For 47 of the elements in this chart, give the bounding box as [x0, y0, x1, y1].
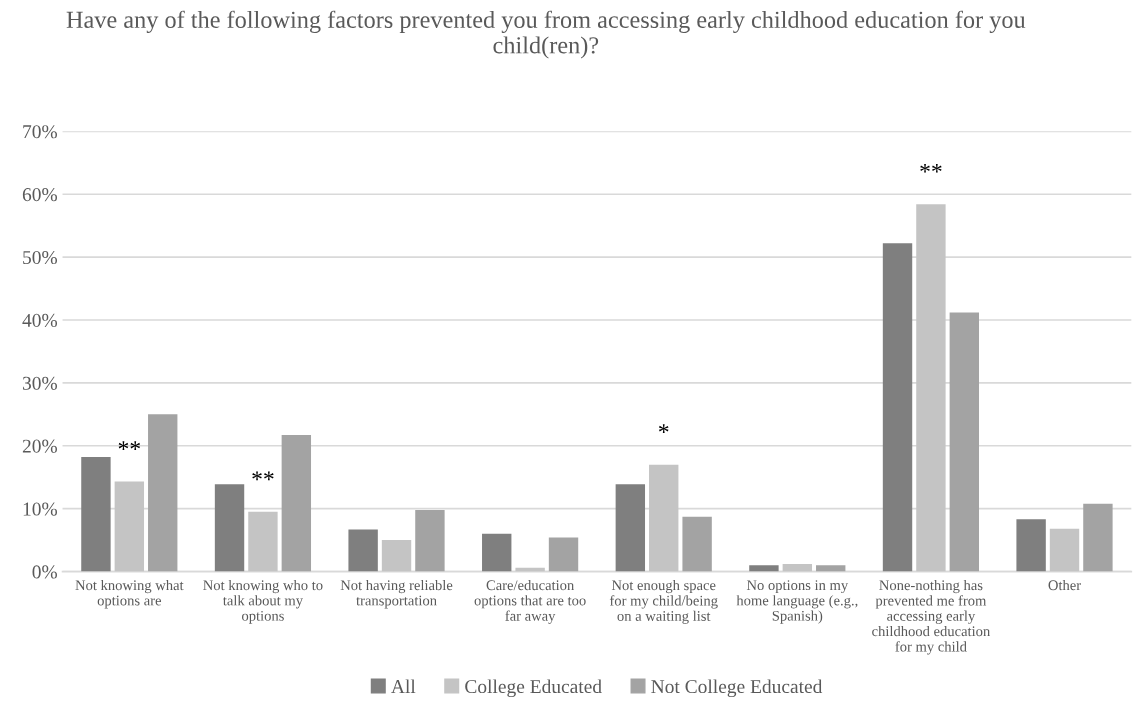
annotation: ** — [920, 163, 942, 173]
y-tick-label: 70% — [23, 125, 58, 139]
y-tick-label: 20% — [22, 439, 58, 453]
legend-label: All — [391, 679, 416, 693]
legend-label: Not College Educated — [651, 679, 823, 698]
y-tick-label: 60% — [22, 188, 58, 202]
x-tick-label: Care/education options that are too far away — [474, 579, 586, 624]
annotation: ** — [118, 441, 141, 450]
bar — [882, 243, 913, 572]
bar — [649, 464, 679, 572]
bar — [281, 435, 312, 572]
bar — [749, 565, 779, 572]
bar — [816, 565, 846, 572]
y-tick-label: 0% — [32, 565, 58, 579]
x-tick-label: Not knowing who to talk about my options — [203, 579, 323, 624]
x-tick-label: None-nothing has prevented me from accessing early childhood education for my child — [872, 579, 991, 655]
bar — [381, 540, 412, 572]
x-tick-label: Not having reliable transportation — [340, 579, 453, 609]
bar — [248, 511, 278, 572]
y-tick-label: 10% — [23, 502, 58, 516]
bar — [949, 312, 980, 572]
bar — [348, 529, 378, 572]
bar — [615, 484, 646, 572]
x-tick-label: No options in my home language (e.g., Spanish) — [736, 580, 858, 624]
bar — [1049, 528, 1080, 572]
bar — [1016, 519, 1046, 572]
bar — [1083, 503, 1113, 572]
bar — [782, 564, 813, 572]
y-tick-label: 50% — [23, 250, 58, 265]
x-tick-label: Not knowing what options are — [75, 579, 184, 609]
y-tick-label: 30% — [22, 376, 58, 390]
annotation: * — [658, 424, 669, 433]
x-tick-label: Other — [1048, 579, 1081, 591]
bar — [214, 484, 245, 572]
bar — [548, 537, 579, 572]
x-tick-label: Not enough space for my child/being on a waiting list — [609, 579, 718, 624]
bar — [148, 414, 178, 572]
legend-label: College Educated — [465, 679, 602, 698]
bar — [81, 457, 111, 572]
y-tick-label: 40% — [22, 313, 58, 328]
bar — [916, 204, 946, 572]
bar — [114, 481, 145, 572]
bar — [482, 533, 512, 572]
bar — [415, 509, 445, 572]
annotation: ** — [252, 471, 274, 481]
chart-title: Have any of the following factors prevented you from accessing early childhood education for you child(ren)? — [66, 10, 1026, 59]
bar — [682, 516, 712, 572]
